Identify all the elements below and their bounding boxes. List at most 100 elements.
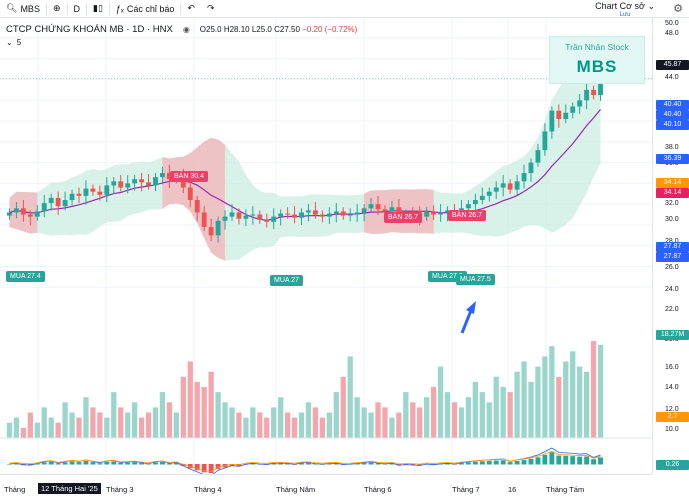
candle-body [299,212,304,218]
volume-bar [347,356,353,438]
compare-button[interactable]: ⊕ [47,0,67,18]
volume-bar [194,381,200,438]
eye-icon[interactable]: ◉ [182,25,190,34]
chart-canvas[interactable] [0,18,652,476]
candle-body [375,204,381,210]
layout-menu[interactable]: Chart Cơ sở ⌄ Lưu [595,1,655,18]
price-tick: 14.0 [665,384,679,391]
top-toolbar: 🔍︎ MBS ⊕ D ▮▯ ƒₓ Các chỉ báo ↶ ↷ Chart C… [0,0,689,18]
time-tick: Tháng [4,485,26,494]
candle-body [312,210,318,215]
candle-body [465,204,471,209]
volume-bar [410,402,416,438]
sell-signal-tag[interactable]: BÁN 26.7 [448,210,486,221]
buy-signal-tag[interactable]: MUA 27 [270,275,303,286]
volume-bar [500,387,506,438]
candle-body [354,212,360,215]
candle-body [243,215,249,219]
volume-bar [83,397,89,438]
volume-bar [6,422,13,438]
sell-signal-tag[interactable]: BÁN 30.4 [170,171,208,182]
candle-body [368,204,374,209]
candle-body [424,211,430,217]
candle-body [69,193,75,200]
time-axis[interactable]: Tháng 12 Tháng Hai '25 Tháng 3 Tháng 4 Tháng… [0,474,652,500]
search-icon: 🔍︎ [6,3,18,13]
candle-body [160,173,165,178]
legend-title: CTCP CHỨNG KHOÁN MB · 1D · HNX [6,24,173,35]
buy-signal-tag[interactable]: MUA 27.5 [456,274,495,285]
volume-bar [111,392,117,438]
indicator-collapse[interactable]: ⌄ 5 [6,38,21,47]
buy-signal-tag[interactable]: MUA 27.3 [428,271,467,282]
undo-icon: ↶ [187,3,195,13]
volume-bar [535,366,541,438]
divider [66,2,68,15]
chart-type-button[interactable]: ▮▯ [87,0,109,18]
candle-body [271,216,277,222]
macd-histogram-bar [354,463,360,465]
volume-bar [20,427,27,438]
macd-histogram-bar [125,462,131,465]
price-tick: 24.0 [665,286,679,293]
indicators-button[interactable]: ƒₓ Các chỉ báo [110,0,181,18]
undo-button[interactable]: ↶ [181,0,201,18]
macd-histogram-bar [472,461,478,465]
watermark-name: Trần Nhân Stock [565,42,629,52]
volume-bar [451,402,458,438]
buy-signal-tag[interactable]: MUA 27.4 [6,271,45,282]
macd-histogram-bar [417,464,423,466]
candle-body [55,197,61,207]
sell-signal-tag[interactable]: BÁN 26.7 [384,212,422,223]
volume-bar [159,392,166,438]
macd-histogram-bar [166,463,172,465]
volume-bar [48,417,54,438]
candle-body [347,214,353,216]
candle-body [187,187,193,200]
volume-bar [208,371,214,438]
volume-bar [479,392,485,438]
macd-histogram-bar [13,463,19,465]
chart-pane[interactable] [0,18,652,476]
candle-body [535,150,541,163]
settings-button[interactable]: ⚙ [673,2,683,15]
macd-histogram-bar [535,457,541,465]
redo-button[interactable]: ↷ [201,0,221,18]
volume-bar [229,407,235,438]
candle-body [438,212,444,215]
collapse-count: 5 [16,38,22,47]
close-value: C27.50 [274,25,300,34]
macd-histogram-bar [118,462,124,465]
candle-body [111,181,117,186]
candle-body [306,210,311,213]
divider [108,2,110,15]
interval-label: D [73,3,81,14]
volume-bar [590,341,597,438]
volume-bar [326,412,332,438]
volume-bar [354,397,360,438]
macd-histogram-bar [465,462,471,465]
macd-histogram-bar [333,463,339,465]
macd-histogram-bar [27,464,33,466]
price-axis[interactable]: 50.048.044.038.036.032.030.028.026.024.0… [652,18,689,474]
macd-histogram-bar [111,461,117,465]
macd-histogram-bar [194,464,200,471]
macd-histogram-bar [326,463,332,465]
price-label: 2.7 [656,412,689,422]
volume-bar [76,417,82,438]
volume-bar [298,412,305,438]
open-value: O25.0 [199,25,222,34]
macd-histogram-bar [459,462,464,465]
symbol-search[interactable]: 🔍︎ MBS [0,0,46,18]
volume-bar [125,412,131,438]
volume-bar [486,402,492,438]
interval-button[interactable]: D [68,0,87,18]
candles-icon: ▮▯ [93,3,103,13]
candle-body [41,203,47,212]
macd-histogram-bar [521,460,527,465]
divider [180,2,182,15]
volume-bar [236,412,242,438]
candle-body [340,211,346,216]
macd-histogram-bar [556,455,562,465]
price-label: 40.40 [656,110,689,120]
